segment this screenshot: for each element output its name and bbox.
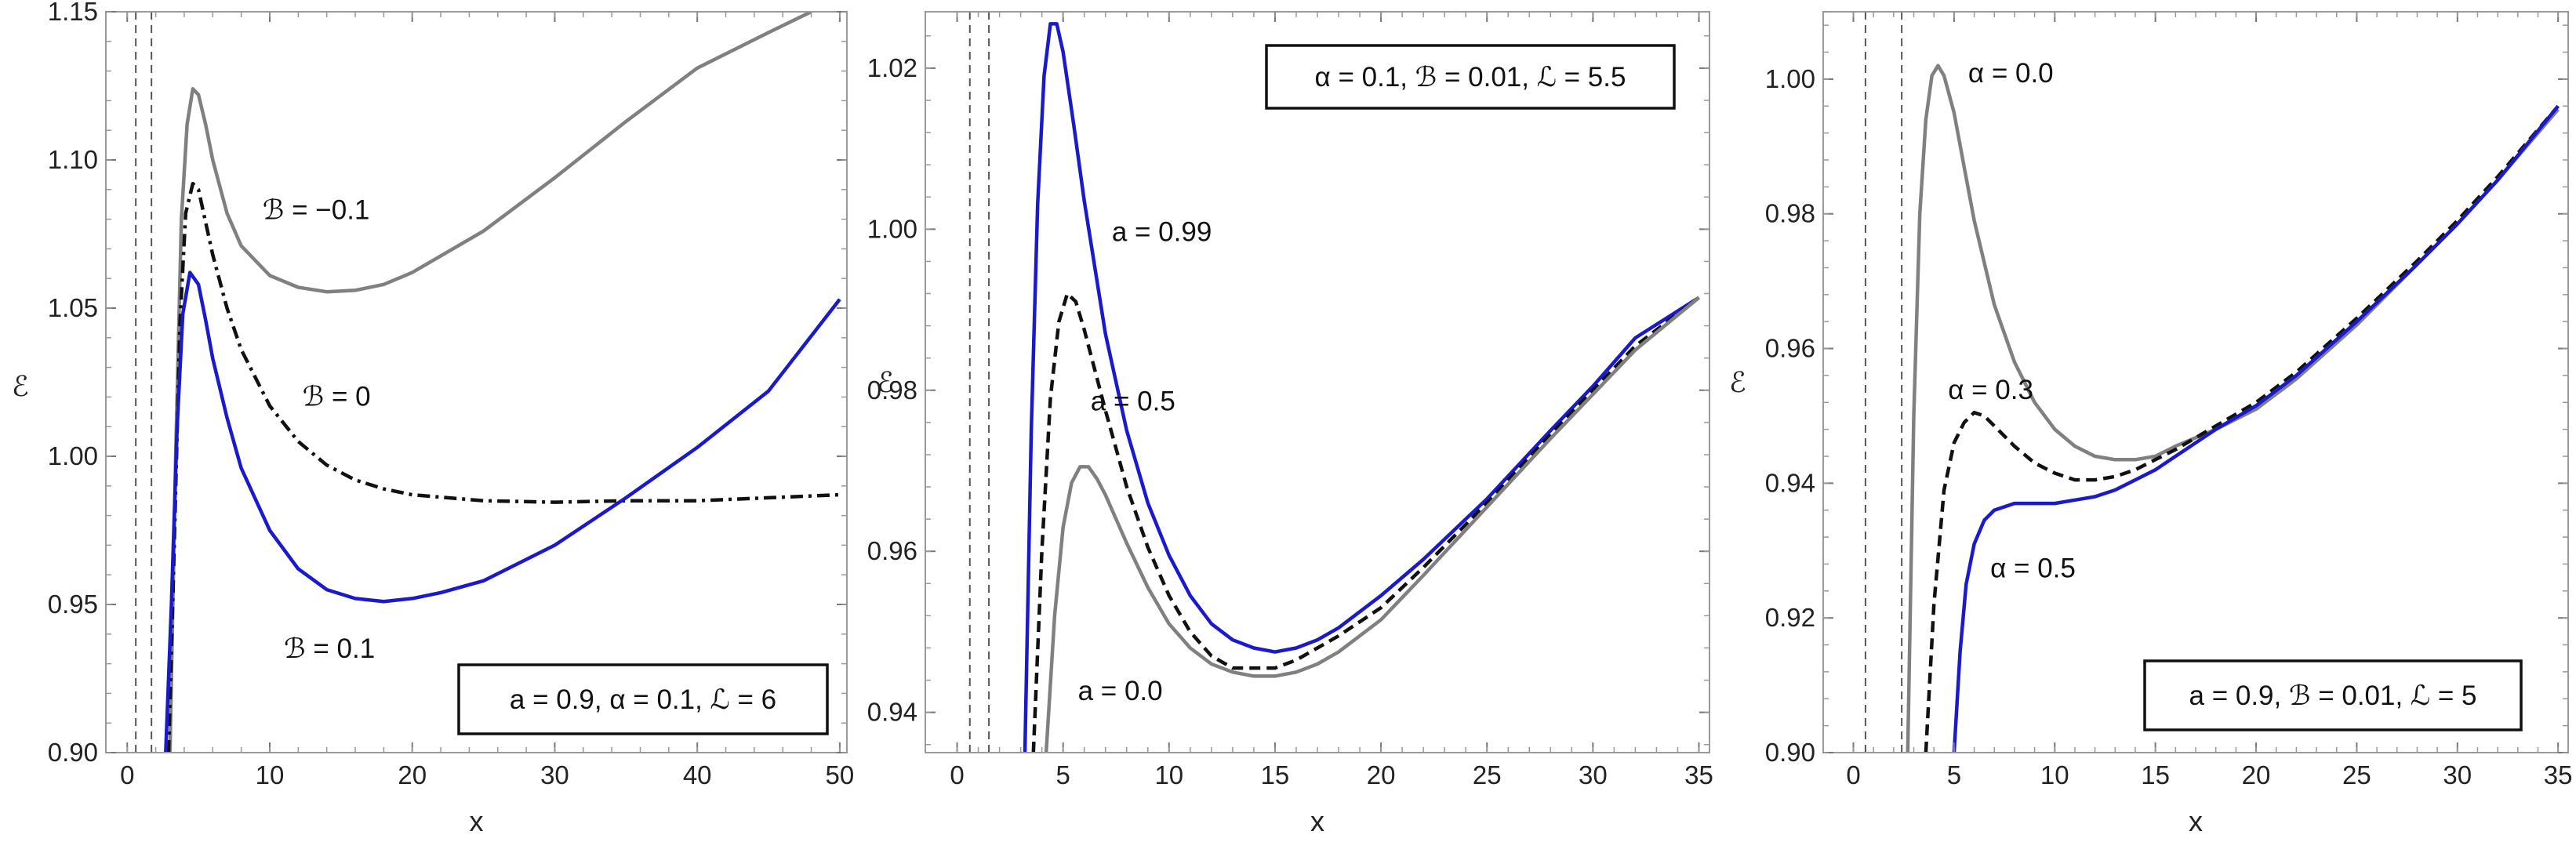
curve-label: ℬ = 0.1: [284, 633, 375, 664]
y-axis-label: ℰ: [877, 366, 894, 398]
y-tick-label: 0.96: [867, 536, 917, 565]
curves: [1023, 22, 1700, 753]
y-tick-label: 0.90: [48, 738, 98, 767]
parameter-box: [457, 663, 829, 735]
x-tick-label: 30: [540, 760, 569, 789]
series-line-2: [164, 270, 841, 753]
y-tick-label: 1.00: [48, 441, 98, 470]
series-line-2: [1044, 296, 1700, 753]
curve-label: α = 0.3: [1948, 375, 2033, 405]
y-tick-label: 1.00: [1765, 64, 1815, 93]
x-tick-label: 10: [2040, 760, 2069, 789]
series-line-1: [166, 181, 840, 753]
x-tick-label: 15: [1261, 760, 1290, 789]
curve-label: α = 0.5: [1990, 553, 2076, 584]
x-tick-label: 35: [1684, 760, 1713, 789]
series-line-0: [1906, 64, 2560, 753]
curve-label: a = 0.0: [1078, 676, 1163, 706]
y-tick-label: 1.10: [48, 145, 98, 174]
y-tick-label: 1.05: [48, 293, 98, 322]
y-tick-label: 1.00: [867, 214, 917, 243]
x-tick-label: 0: [1846, 760, 1860, 789]
x-tick-label: 20: [2242, 760, 2271, 789]
x-tick-label: 20: [1367, 760, 1396, 789]
plot-frame: [1822, 11, 2569, 753]
curve-label: α = 0.0: [1968, 58, 2054, 89]
y-axis-label: ℰ: [12, 370, 29, 402]
x-axis-label: x: [470, 805, 484, 837]
x-tick-label: 25: [1473, 760, 1502, 789]
x-tick-label: 35: [2544, 760, 2573, 789]
x-tick-label: 50: [826, 760, 855, 789]
curve-label: a = 0.5: [1091, 386, 1175, 416]
panel-right: 0 5 10 15 20 25 30 35 0.90 0.92 0.94 0.96 0.98 1.00 x ℰ…: [1729, 11, 2573, 837]
parameter-box: [1265, 44, 1676, 110]
y-tick-label: 1.15: [48, 0, 98, 26]
series-line-1: [1924, 104, 2560, 753]
panel-left: 0 10 20 30 40 50 0.90 0.95 1.00 1.05 1.10 1.15 x ℰ ℬ =…: [12, 0, 854, 837]
x-tick-label: 40: [683, 760, 712, 789]
y-tick-label: 0.94: [1765, 468, 1815, 497]
parameter-box-text: a = 0.9, ℬ = 0.01, ℒ = 5: [2189, 680, 2477, 711]
x-tick-label: 10: [1154, 760, 1183, 789]
y-axis-label: ℰ: [1729, 366, 1746, 398]
y-tick-label: 0.98: [867, 376, 917, 405]
series-line-1: [1031, 292, 1700, 753]
series-line-2: [1952, 104, 2560, 753]
y-tick-label: 0.96: [1765, 334, 1815, 363]
x-tick-label: 30: [1579, 760, 1608, 789]
y-tick-label: 0.92: [1765, 603, 1815, 632]
x-tick-label: 20: [398, 760, 427, 789]
parameter-box-text: a = 0.9, α = 0.1, ℒ = 6: [510, 684, 776, 715]
x-tick-label: 15: [2141, 760, 2170, 789]
x-axis-label: x: [2189, 805, 2203, 837]
series-line-0: [168, 12, 812, 753]
x-axis-label: x: [1310, 805, 1324, 837]
curve-label: ℬ = 0: [303, 382, 371, 412]
y-tick-label: 0.94: [867, 698, 917, 727]
series-line-0: [1023, 22, 1700, 753]
curve-label: ℬ = −0.1: [263, 195, 370, 226]
x-tick-label: 30: [2443, 760, 2472, 789]
x-tick-label: 5: [1947, 760, 1961, 789]
parameter-box-text: α = 0.1, ℬ = 0.01, ℒ = 5.5: [1315, 62, 1626, 93]
curves: [1906, 64, 2560, 753]
panel-middle: 0 5 10 15 20 25 30 35 0.94 0.96 0.98 1.00 1.02 x ℰa = …: [867, 11, 1713, 837]
x-tick-label: 10: [256, 760, 285, 789]
y-tick-label: 0.98: [1765, 199, 1815, 228]
curves: [164, 12, 841, 753]
plot-frame: [105, 11, 848, 753]
y-tick-label: 0.95: [48, 590, 98, 619]
curve-label: a = 0.99: [1112, 217, 1212, 248]
y-tick-label: 0.90: [1765, 738, 1815, 767]
x-tick-label: 0: [120, 760, 134, 789]
x-tick-label: 25: [2342, 760, 2371, 789]
y-tick-label: 1.02: [867, 53, 917, 82]
parameter-box: [2143, 659, 2523, 731]
x-tick-label: 0: [950, 760, 964, 789]
x-tick-label: 5: [1055, 760, 1070, 789]
